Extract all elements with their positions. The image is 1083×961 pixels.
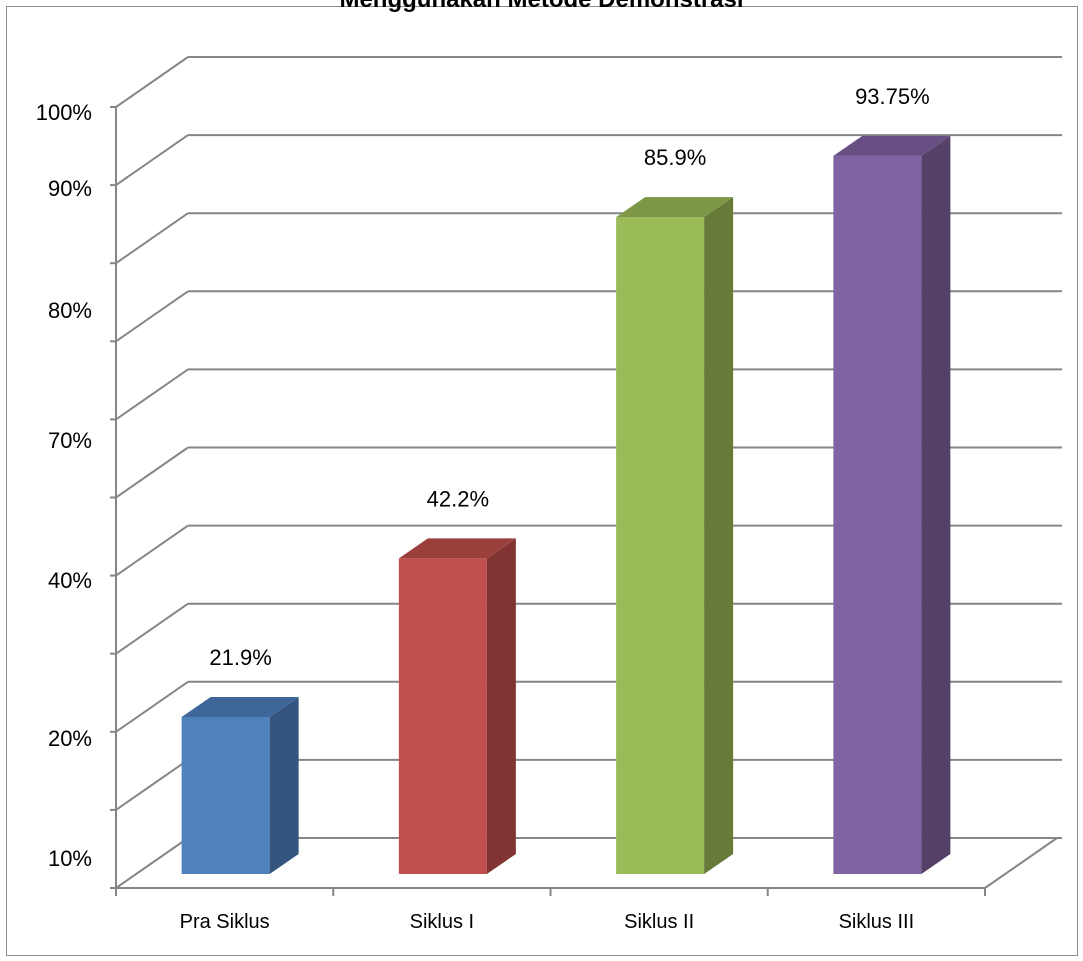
gridline-diagonal: [115, 680, 189, 733]
bar-top: [181, 696, 299, 717]
gridline-diagonal: [115, 524, 189, 577]
y-tick-label: 20%: [48, 726, 92, 751]
bar-side: [269, 696, 299, 874]
bar-front: [616, 217, 705, 875]
gridline-diagonal: [115, 602, 189, 655]
bar-front: [398, 558, 487, 874]
data-label: 93.75%: [855, 84, 930, 109]
labels: 10% 20% 40% 70% 80% 90% 100% 21.9% Pra Siklus 42.…: [36, 84, 930, 933]
gridline-diagonal: [115, 368, 189, 421]
bar-side: [486, 538, 516, 874]
y-tick-label: 40%: [48, 568, 92, 593]
bar-1: [181, 696, 299, 874]
bar-front: [833, 155, 922, 874]
bar-top: [833, 135, 951, 156]
y-tick-label: 10%: [48, 846, 92, 871]
bar-front: [181, 716, 270, 874]
gridline-diagonal: [115, 212, 189, 265]
x-tick-label: Pra Siklus: [180, 911, 270, 933]
y-tick-label: 70%: [48, 428, 92, 453]
gridline-diagonal: [115, 446, 189, 499]
bar-3: [616, 197, 734, 875]
data-label: 21.9%: [209, 645, 271, 670]
x-tick-label: Siklus III: [839, 911, 915, 933]
data-label: 85.9%: [644, 145, 706, 170]
bar-side: [704, 197, 734, 875]
gridline-diagonal: [115, 134, 189, 186]
gridline-diagonal: [115, 56, 189, 108]
gridline-diagonal: [115, 837, 189, 889]
x-tick-label: Siklus I: [410, 911, 474, 933]
gridline-diagonal: [115, 290, 189, 343]
chart-title: Menggunakan Metode Demonstrasi: [0, 0, 1083, 14]
data-label: 42.2%: [427, 486, 489, 511]
floor-edge: [984, 837, 1058, 889]
bar-2: [398, 538, 516, 874]
y-tick-label: 100%: [36, 100, 92, 125]
bar-4: [833, 135, 951, 874]
x-tick-label: Siklus II: [624, 911, 694, 933]
bars: [181, 135, 951, 875]
gridline-diagonal: [115, 759, 189, 811]
bar-side: [921, 135, 951, 874]
bar-top: [398, 538, 516, 559]
y-tick-label: 80%: [48, 298, 92, 323]
y-tick-label: 90%: [48, 176, 92, 201]
bar-top: [616, 197, 734, 218]
axes: [110, 106, 1058, 896]
